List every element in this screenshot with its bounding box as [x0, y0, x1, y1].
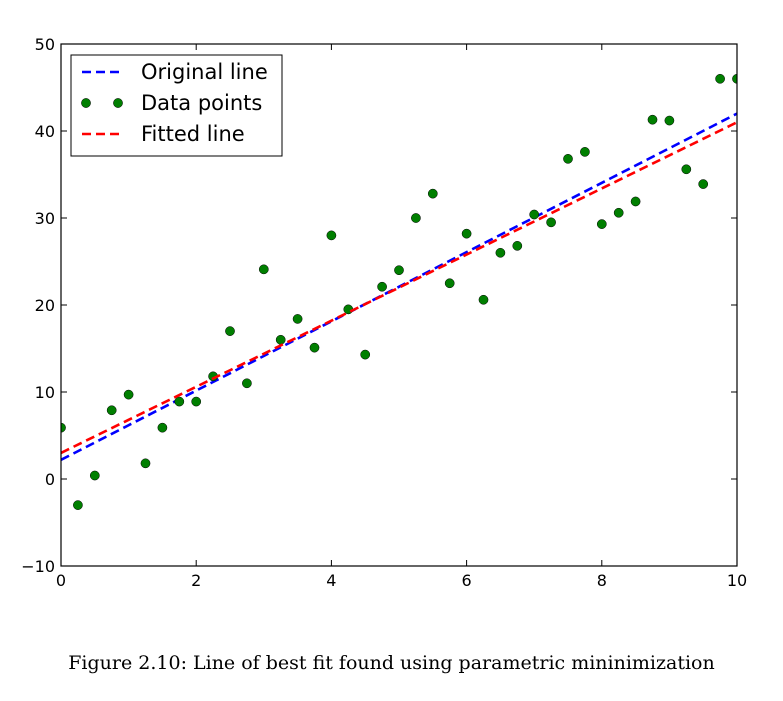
x-tick-label: 8 [597, 571, 607, 590]
data-point [191, 396, 202, 407]
data-point [698, 179, 709, 189]
y-tick-label: −10 [21, 557, 55, 576]
figure-caption: Figure 2.10: Line of best fit found usin… [68, 652, 715, 674]
data-point [106, 405, 117, 416]
data-point [360, 349, 371, 360]
y-tick-label: 50 [35, 35, 55, 54]
legend: Original line Data points Fitted line [70, 54, 283, 157]
data-point [73, 500, 83, 510]
series-line-0 [61, 112, 737, 462]
y-tick-label: 40 [35, 122, 55, 141]
y-tick-label: 30 [35, 209, 55, 228]
data-point [427, 188, 438, 199]
data-point [394, 265, 404, 276]
data-point [563, 153, 573, 164]
data-point [681, 164, 692, 175]
data-point [647, 114, 658, 125]
data-point [140, 458, 151, 469]
data-point [444, 278, 455, 289]
data-point [326, 230, 337, 241]
data-point [596, 219, 607, 229]
data-point [275, 334, 286, 345]
data-point [242, 378, 252, 389]
data-point [732, 73, 737, 84]
data-point [715, 73, 725, 84]
data-point [157, 422, 168, 433]
data-point [613, 207, 624, 218]
data-point [664, 115, 675, 126]
legend-label: Original line [141, 60, 268, 84]
data-point [89, 470, 100, 481]
x-tick-label: 2 [191, 571, 201, 590]
x-tick-label: 6 [462, 571, 472, 590]
data-point [309, 342, 320, 353]
data-point [123, 389, 134, 400]
data-point [580, 147, 590, 157]
x-tick-label: 4 [326, 571, 336, 590]
data-point [478, 294, 489, 305]
x-tick-label: 10 [727, 571, 747, 590]
x-tick-label: 0 [56, 571, 66, 590]
data-point [225, 326, 235, 336]
data-point [377, 281, 387, 292]
data-point [461, 228, 472, 239]
data-point [512, 240, 523, 251]
data-point [495, 247, 506, 258]
data-point [529, 209, 540, 220]
legend-label: Fitted line [141, 122, 245, 146]
y-tick-label: 0 [45, 470, 55, 489]
legend-box [70, 54, 283, 157]
data-point [546, 217, 556, 228]
legend-marker [113, 98, 123, 108]
data-point [292, 314, 303, 324]
data-point [174, 396, 185, 407]
legend-marker [81, 98, 91, 108]
y-tick-label: 20 [35, 296, 55, 315]
data-point [411, 213, 421, 223]
y-tick-label: 10 [35, 383, 55, 402]
data-point [258, 264, 269, 275]
legend-label: Data points [141, 91, 262, 115]
data-point [630, 196, 641, 207]
